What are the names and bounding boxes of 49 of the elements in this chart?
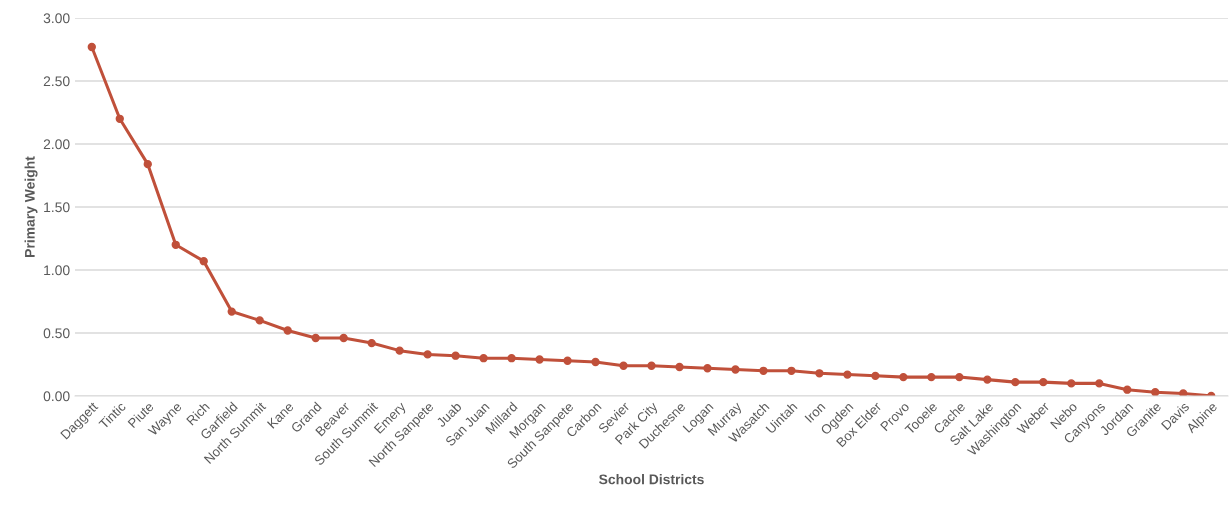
point: [1039, 377, 1048, 387]
point: [339, 333, 348, 343]
y-tick-label: 2.00: [43, 139, 70, 150]
point: [1179, 389, 1188, 396]
point: [311, 333, 320, 343]
point: [759, 366, 768, 375]
point: [87, 42, 96, 52]
point: [451, 351, 460, 360]
point: [1151, 388, 1160, 396]
point: [1123, 385, 1132, 394]
point: [395, 346, 404, 355]
point: [367, 338, 376, 348]
y-tick-label: 3.00: [43, 13, 70, 24]
point: [955, 372, 964, 382]
y-tick-label: 1.00: [44, 265, 70, 276]
point: [255, 316, 264, 325]
point: [1095, 379, 1104, 388]
point: [787, 366, 796, 375]
point: [927, 372, 936, 382]
point: [423, 350, 432, 359]
point: [143, 159, 152, 169]
point: [199, 257, 208, 266]
point: [283, 326, 292, 335]
point: [479, 354, 488, 363]
point: [115, 114, 124, 123]
point: [591, 357, 600, 367]
point: [647, 361, 656, 370]
point: [535, 355, 544, 364]
x-axis-title: School Districts: [599, 474, 704, 485]
point: [507, 354, 516, 363]
y-tick-label: 1.50: [44, 202, 70, 213]
point: [815, 369, 824, 378]
point: [675, 362, 684, 372]
point: [1011, 377, 1020, 387]
point: [171, 240, 180, 249]
point: [227, 307, 236, 316]
point: [731, 365, 740, 374]
point: [619, 361, 628, 370]
point: [703, 364, 712, 373]
y-tick-label: 0.00: [43, 391, 70, 402]
y-tick-label: 0.50: [43, 328, 70, 339]
point: [899, 372, 908, 382]
point: [871, 371, 880, 381]
y-axis-title: Primary Weight: [24, 156, 38, 257]
point: [843, 370, 852, 379]
point: [1067, 379, 1076, 388]
point: [563, 356, 572, 365]
y-tick-label: 2.50: [43, 76, 70, 87]
point: [983, 375, 992, 384]
